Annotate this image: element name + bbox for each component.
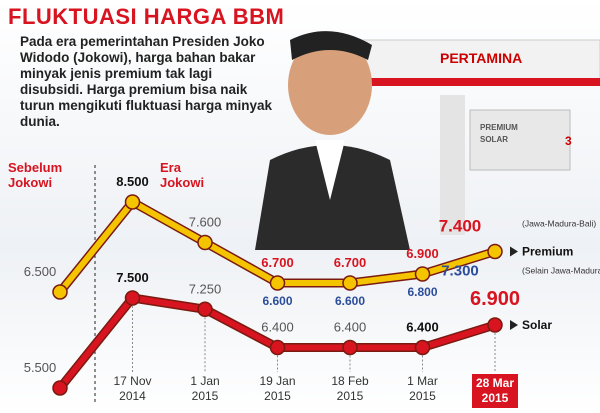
marker [269,275,286,291]
value-label: 8.500 [116,174,149,189]
marker [342,275,358,291]
sign-text: PERTAMINA [440,50,522,66]
marker [487,243,503,260]
canopy-stripe [300,78,600,86]
value-label: 6.400 [406,320,439,335]
marker [414,339,431,356]
annotation: Era Jokowi [160,160,205,190]
suit [255,145,410,250]
pump-label: SOLAR [480,135,508,144]
x-tick-label: 1 Jan 2015 [190,374,220,403]
marker [414,266,431,282]
marker [52,284,68,300]
value-label: 6.900 [406,246,439,261]
value-label: 6.500 [24,264,57,279]
annotation: Sebelum Jokowi [8,160,63,190]
x-tick-label: 28 Mar 2015 [472,374,518,408]
regional-label: 6.600 [262,294,292,308]
value-label: 6.900 [470,288,520,310]
face [288,35,372,135]
photo [255,31,600,250]
regional-label: 7.300 [441,263,479,280]
x-tick-label: 18 Feb 2015 [331,374,369,403]
value-label: 7.500 [116,270,149,285]
marker [197,301,213,317]
value-label: 5.500 [24,360,57,375]
legend-arrow [510,320,518,330]
marker [124,194,141,210]
pump-label: PREMIUM [480,123,518,132]
value-label: 6.700 [261,255,294,270]
regional-label: 6.600 [335,294,365,308]
legend-label: Solar [522,318,552,332]
hair [290,31,372,60]
x-tick-label: 1 Mar 2015 [407,374,438,403]
value-label: 7.600 [189,215,222,230]
x-tick-label: 17 Nov 2014 [113,374,152,403]
value-label: 7.400 [439,217,482,236]
value-label: 6.400 [334,320,367,335]
legend-label: Premium [522,245,573,259]
marker [197,234,213,251]
regional-note: (Selain Jawa-Madura-Bali) [522,266,600,276]
value-label: 6.400 [261,320,294,335]
pillar [440,95,465,235]
shirt [315,140,345,200]
marker [487,317,503,333]
marker [342,339,358,356]
value-label: 6.700 [334,255,367,270]
regional-label: 6.800 [407,285,437,299]
legend-note: (Jawa-Madura-Bali) [522,219,596,229]
title: FLUKTUASI HARGA BBM [8,4,285,29]
legend-arrow [510,246,518,257]
pump-number: 3 [565,134,572,148]
x-tick-label: 19 Jan 2015 [259,374,296,403]
marker [124,290,141,306]
value-label: 7.250 [189,281,222,296]
marker [52,380,68,396]
pump [469,109,571,171]
marker [269,339,286,356]
description: Pada era pemerintahan Presiden Joko Wido… [20,34,273,129]
